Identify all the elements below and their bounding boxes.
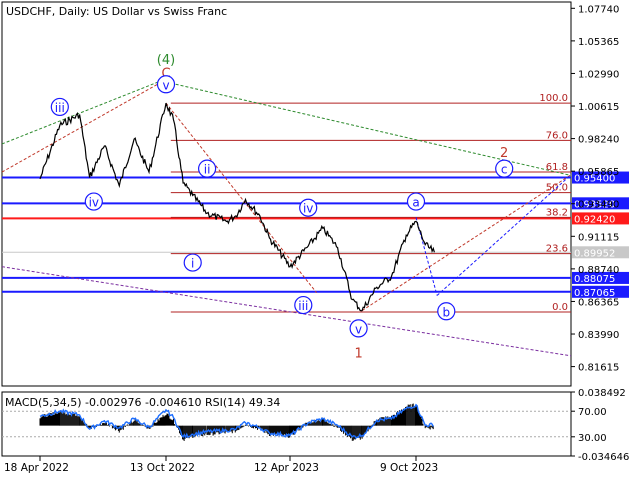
wave-label: iii bbox=[55, 101, 65, 115]
price-axis: 1.07740 1.05365 1.02990 1.00615 0.98240 0.958… bbox=[571, 4, 619, 374]
wave-label-circle bbox=[50, 97, 69, 117]
fib-level-label: 76.0 bbox=[546, 130, 568, 141]
price-tick-label: 0.98240 bbox=[578, 135, 619, 146]
time-tick-label: 12 Apr 2023 bbox=[254, 462, 319, 474]
wave-label: iv bbox=[89, 196, 99, 210]
level-tag bbox=[572, 271, 629, 284]
wave-label: v bbox=[355, 322, 362, 336]
wave-label-circle bbox=[349, 319, 368, 338]
price-tick-label: 0.88740 bbox=[578, 265, 619, 276]
level-tag-label: 0.93520 bbox=[574, 199, 615, 210]
projection-blue-up bbox=[436, 174, 572, 296]
fib-level-label: 38.2 bbox=[546, 207, 568, 218]
wave-path-red bbox=[165, 102, 317, 294]
wave-label: (4) bbox=[157, 53, 175, 68]
price-tick-label: 0.93490 bbox=[578, 200, 619, 211]
price-tick-label: 0.81615 bbox=[578, 363, 619, 374]
wave-label-circle bbox=[294, 295, 313, 315]
price-tick-label: 1.05365 bbox=[578, 37, 619, 48]
wave-label: c bbox=[501, 163, 508, 177]
wave-label-circle bbox=[183, 253, 202, 272]
trendline-purple-lower bbox=[1, 266, 572, 357]
wave-label: i bbox=[191, 257, 194, 271]
wave-label: a bbox=[412, 196, 419, 210]
trendlines-layer bbox=[1, 80, 572, 357]
current-price-label: 0.89952 bbox=[574, 248, 615, 259]
wave-label-circle bbox=[156, 75, 176, 94]
level-tag bbox=[572, 197, 629, 210]
price-tick-label: 1.07740 bbox=[578, 4, 619, 15]
time-axis: 18 Apr 2022 13 Oct 2022 12 Apr 2023 9 Oct 2… bbox=[4, 456, 438, 474]
price-tick-label: 0.95865 bbox=[578, 167, 619, 178]
indicator-tick-label: -0.034646 bbox=[578, 452, 629, 463]
wave-label-circle bbox=[198, 159, 217, 178]
fib-level-label: 0.0 bbox=[552, 302, 568, 313]
level-tag-label: 0.92420 bbox=[574, 214, 615, 225]
wave-label: 1 bbox=[354, 346, 362, 361]
indicator-tick-label: 70.00 bbox=[578, 407, 607, 418]
trendline-green-left bbox=[1, 80, 162, 145]
time-tick-label: 18 Apr 2022 bbox=[4, 462, 69, 474]
indicator-label: MACD(5,34,5) -0.002976 -0.004610 RSI(14)… bbox=[5, 396, 280, 409]
price-tick-label: 0.91115 bbox=[578, 232, 619, 243]
price-line bbox=[39, 102, 435, 312]
wave-label-circle bbox=[495, 159, 514, 178]
wave-label: b bbox=[442, 305, 450, 319]
time-tick-label: 9 Oct 2023 bbox=[380, 462, 438, 474]
indicator-tick-label: 0.038492 bbox=[578, 388, 626, 399]
level-tag-label: 0.95400 bbox=[574, 174, 615, 185]
main-chart-frame bbox=[1, 1, 572, 387]
level-tag bbox=[572, 285, 629, 298]
level-tag bbox=[572, 212, 629, 225]
indicator-frame bbox=[1, 391, 572, 457]
wave-label-circle bbox=[299, 198, 318, 217]
chart-header: USDCHF, Daily: US Dollar vs Swiss Franc bbox=[6, 5, 227, 18]
price-tick-label: 0.83990 bbox=[578, 330, 619, 341]
price-layer bbox=[39, 102, 435, 312]
wave-label: iii bbox=[298, 299, 308, 313]
projection-red bbox=[361, 174, 572, 311]
indicator-layer: 0.038492 70.00 30.00 -0.034646 bbox=[2, 388, 629, 463]
indicator-tick-label: 30.00 bbox=[578, 433, 607, 444]
wave-label: C bbox=[161, 67, 170, 82]
price-tick-label: 0.86365 bbox=[578, 297, 619, 308]
rsi-line bbox=[39, 403, 434, 440]
fib-level-label: 100.0 bbox=[539, 93, 568, 104]
projection-blue-down bbox=[415, 217, 438, 296]
level-tag-label: 0.88075 bbox=[574, 274, 615, 285]
wave-label: v bbox=[162, 78, 169, 92]
wave-label: ii bbox=[204, 163, 211, 177]
wave-label-circle bbox=[84, 192, 103, 211]
price-tick-label: 1.00615 bbox=[578, 102, 619, 113]
wave-label-circle bbox=[437, 302, 456, 321]
price-tick-label: 1.02990 bbox=[578, 69, 619, 80]
time-tick-label: 13 Oct 2022 bbox=[130, 462, 195, 474]
fib-level-label: 23.6 bbox=[546, 244, 568, 255]
wave-label: iv bbox=[303, 202, 313, 216]
wave-label-circle bbox=[406, 192, 426, 211]
levels-layer: 0.95400 0.93520 0.92420 0.88075 0.87065 0.899… bbox=[2, 171, 629, 299]
wave-label: 2 bbox=[500, 146, 508, 161]
level-tag bbox=[572, 171, 629, 184]
fib-level-label: 61.8 bbox=[546, 162, 568, 173]
current-price-tag bbox=[572, 246, 629, 259]
level-tag-label: 0.87065 bbox=[574, 288, 615, 299]
